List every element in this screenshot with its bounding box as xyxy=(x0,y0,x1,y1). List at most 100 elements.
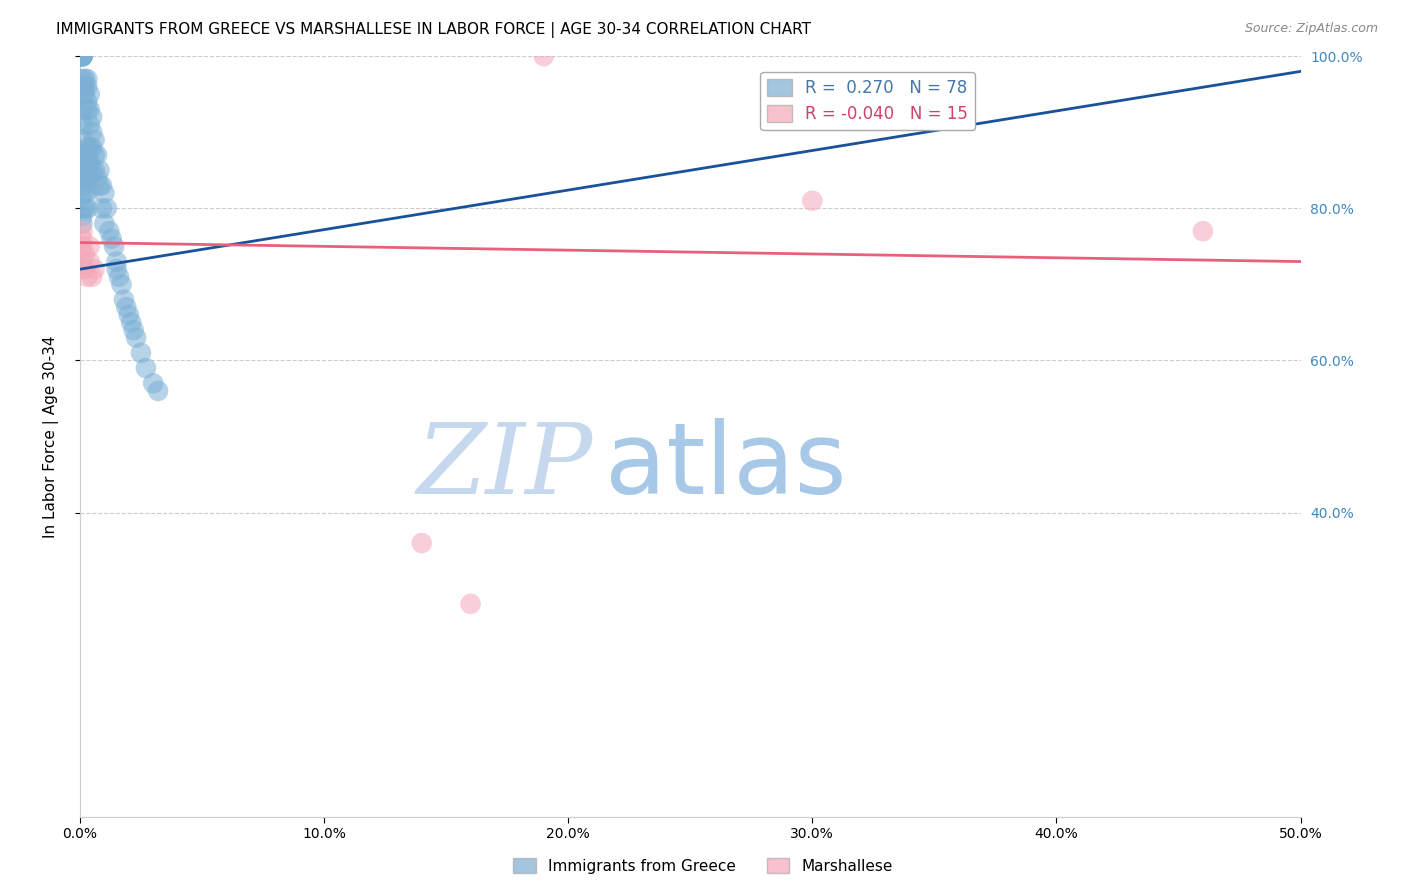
Point xyxy=(103,239,125,253)
Point xyxy=(83,133,105,147)
Point xyxy=(125,331,148,345)
Y-axis label: In Labor Force | Age 30-34: In Labor Force | Age 30-34 xyxy=(44,335,59,538)
Point xyxy=(73,247,96,261)
Point xyxy=(79,140,101,154)
Point xyxy=(82,140,104,154)
Text: Source: ZipAtlas.com: Source: ZipAtlas.com xyxy=(1244,22,1378,36)
Point xyxy=(93,186,115,200)
Point xyxy=(76,79,98,94)
Point xyxy=(72,72,94,87)
Point xyxy=(76,148,98,162)
Point xyxy=(76,170,98,185)
Point xyxy=(72,49,94,63)
Point xyxy=(79,239,101,253)
Point xyxy=(73,262,96,277)
Point xyxy=(112,293,135,307)
Point xyxy=(801,194,824,208)
Point xyxy=(76,72,98,87)
Point xyxy=(73,155,96,169)
Point xyxy=(142,376,165,391)
Point xyxy=(73,202,96,216)
Point xyxy=(72,209,94,223)
Point xyxy=(73,72,96,87)
Point xyxy=(76,186,98,200)
Point xyxy=(110,277,132,292)
Point xyxy=(83,163,105,178)
Point xyxy=(120,315,142,329)
Point xyxy=(72,202,94,216)
Point xyxy=(82,110,104,124)
Point xyxy=(90,202,112,216)
Point xyxy=(86,170,108,185)
Point xyxy=(72,178,94,193)
Point xyxy=(72,49,94,63)
Point xyxy=(82,125,104,139)
Point xyxy=(72,49,94,63)
Point xyxy=(83,262,105,277)
Point xyxy=(72,224,94,238)
Point xyxy=(76,155,98,169)
Point xyxy=(460,597,482,611)
Point xyxy=(79,155,101,169)
Point xyxy=(73,79,96,94)
Text: ZIP: ZIP xyxy=(416,419,592,515)
Point xyxy=(100,232,122,246)
Point xyxy=(86,148,108,162)
Point xyxy=(72,217,94,231)
Point xyxy=(79,118,101,132)
Point xyxy=(79,170,101,185)
Point xyxy=(73,87,96,102)
Point xyxy=(115,300,138,314)
Point xyxy=(93,217,115,231)
Point xyxy=(79,103,101,117)
Point xyxy=(72,87,94,102)
Point xyxy=(72,254,94,268)
Point xyxy=(146,384,169,398)
Point xyxy=(72,232,94,246)
Point xyxy=(72,49,94,63)
Point xyxy=(89,163,111,178)
Point xyxy=(129,346,152,360)
Point xyxy=(72,262,94,277)
Point xyxy=(98,224,121,238)
Point xyxy=(76,95,98,109)
Point xyxy=(72,118,94,132)
Point xyxy=(76,202,98,216)
Text: atlas: atlas xyxy=(605,418,846,516)
Point xyxy=(108,269,131,284)
Point xyxy=(72,170,94,185)
Point xyxy=(118,308,141,322)
Legend: Immigrants from Greece, Marshallese: Immigrants from Greece, Marshallese xyxy=(506,852,900,880)
Point xyxy=(105,254,128,268)
Point xyxy=(72,49,94,63)
Point xyxy=(122,323,145,337)
Point xyxy=(79,87,101,102)
Point xyxy=(82,269,104,284)
Point xyxy=(82,163,104,178)
Point xyxy=(89,178,111,193)
Point xyxy=(73,186,96,200)
Point xyxy=(411,536,433,550)
Point xyxy=(73,148,96,162)
Point xyxy=(83,148,105,162)
Point xyxy=(72,49,94,63)
Point xyxy=(72,103,94,117)
Point xyxy=(76,269,98,284)
Point xyxy=(90,178,112,193)
Point xyxy=(72,186,94,200)
Point xyxy=(72,133,94,147)
Point xyxy=(105,262,128,277)
Text: IMMIGRANTS FROM GREECE VS MARSHALLESE IN LABOR FORCE | AGE 30-34 CORRELATION CHA: IMMIGRANTS FROM GREECE VS MARSHALLESE IN… xyxy=(56,22,811,38)
Point xyxy=(135,361,157,376)
Point xyxy=(72,163,94,178)
Point xyxy=(79,254,101,268)
Point xyxy=(76,103,98,117)
Point xyxy=(76,140,98,154)
Point xyxy=(533,49,555,63)
Point xyxy=(1192,224,1215,238)
Point xyxy=(72,49,94,63)
Point xyxy=(72,239,94,253)
Point xyxy=(96,202,118,216)
Point xyxy=(73,170,96,185)
Legend: R =  0.270   N = 78, R = -0.040   N = 15: R = 0.270 N = 78, R = -0.040 N = 15 xyxy=(761,72,974,130)
